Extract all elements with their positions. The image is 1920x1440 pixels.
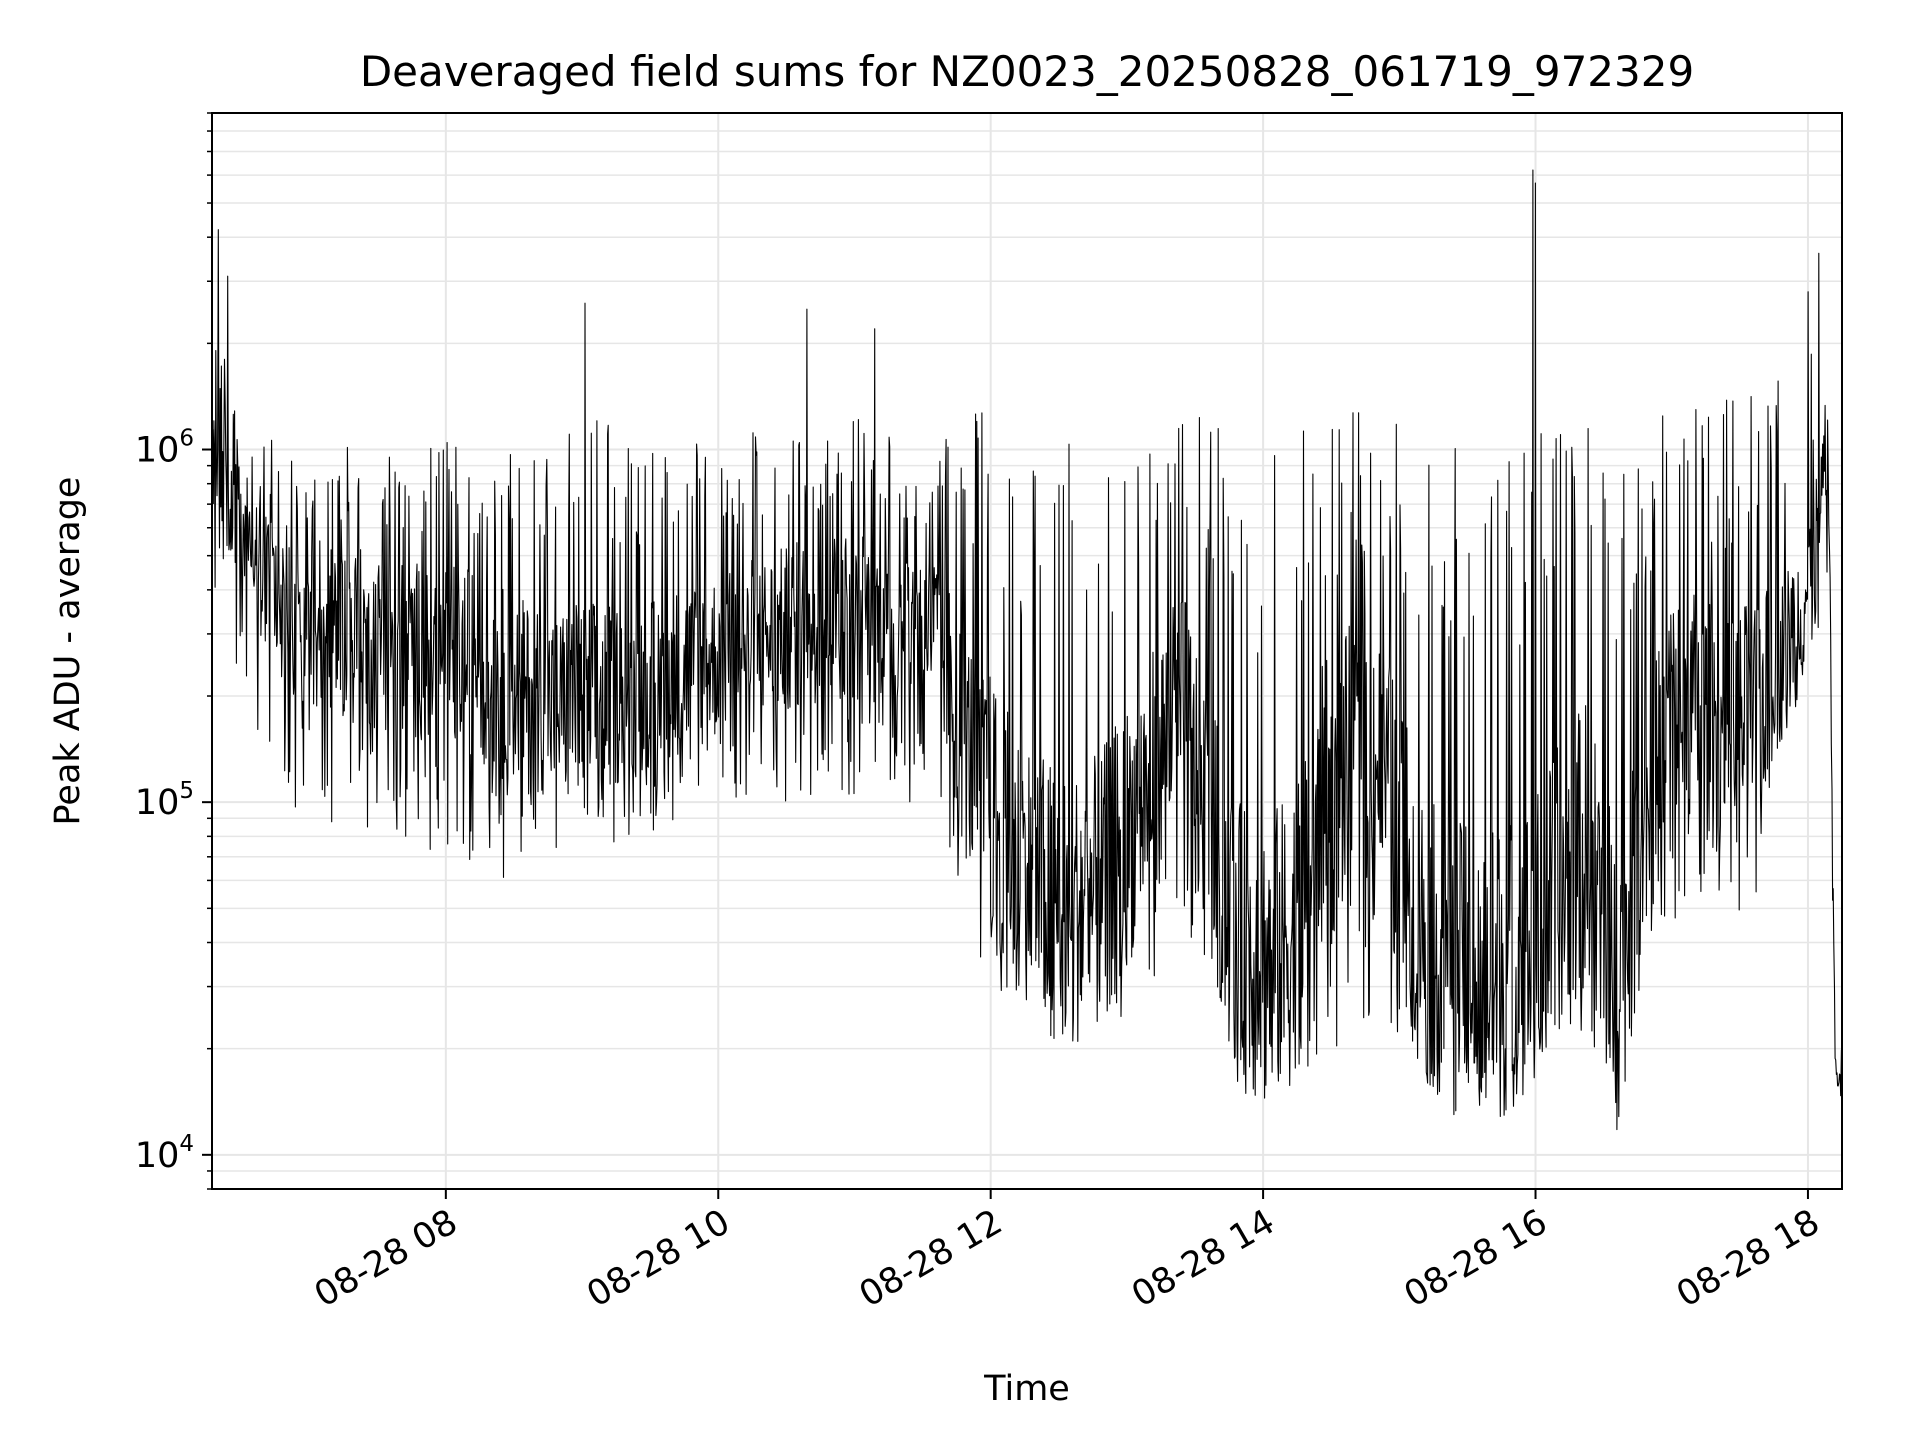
grid	[212, 112, 1842, 1190]
plot-area-frame	[211, 112, 1843, 1190]
y-tick-label: 106	[135, 426, 194, 471]
series-layer	[212, 169, 1842, 1141]
y-tick-base: 10	[135, 431, 180, 471]
chart-title: Deaveraged field sums for NZ0023_2025082…	[360, 47, 1694, 96]
y-tick-label: 105	[135, 778, 194, 823]
y-tick-exponent: 6	[179, 426, 194, 452]
y-tick-base: 10	[135, 783, 180, 823]
y-tick-label: 104	[135, 1131, 194, 1176]
y-tick-exponent: 4	[179, 1131, 194, 1157]
x-axis-label: Time	[983, 1369, 1070, 1409]
y-tick-base: 10	[135, 1136, 180, 1176]
y-axis-label: Peak ADU - average	[48, 477, 88, 826]
series-line	[212, 169, 1842, 1141]
y-tick-exponent: 5	[179, 778, 194, 804]
